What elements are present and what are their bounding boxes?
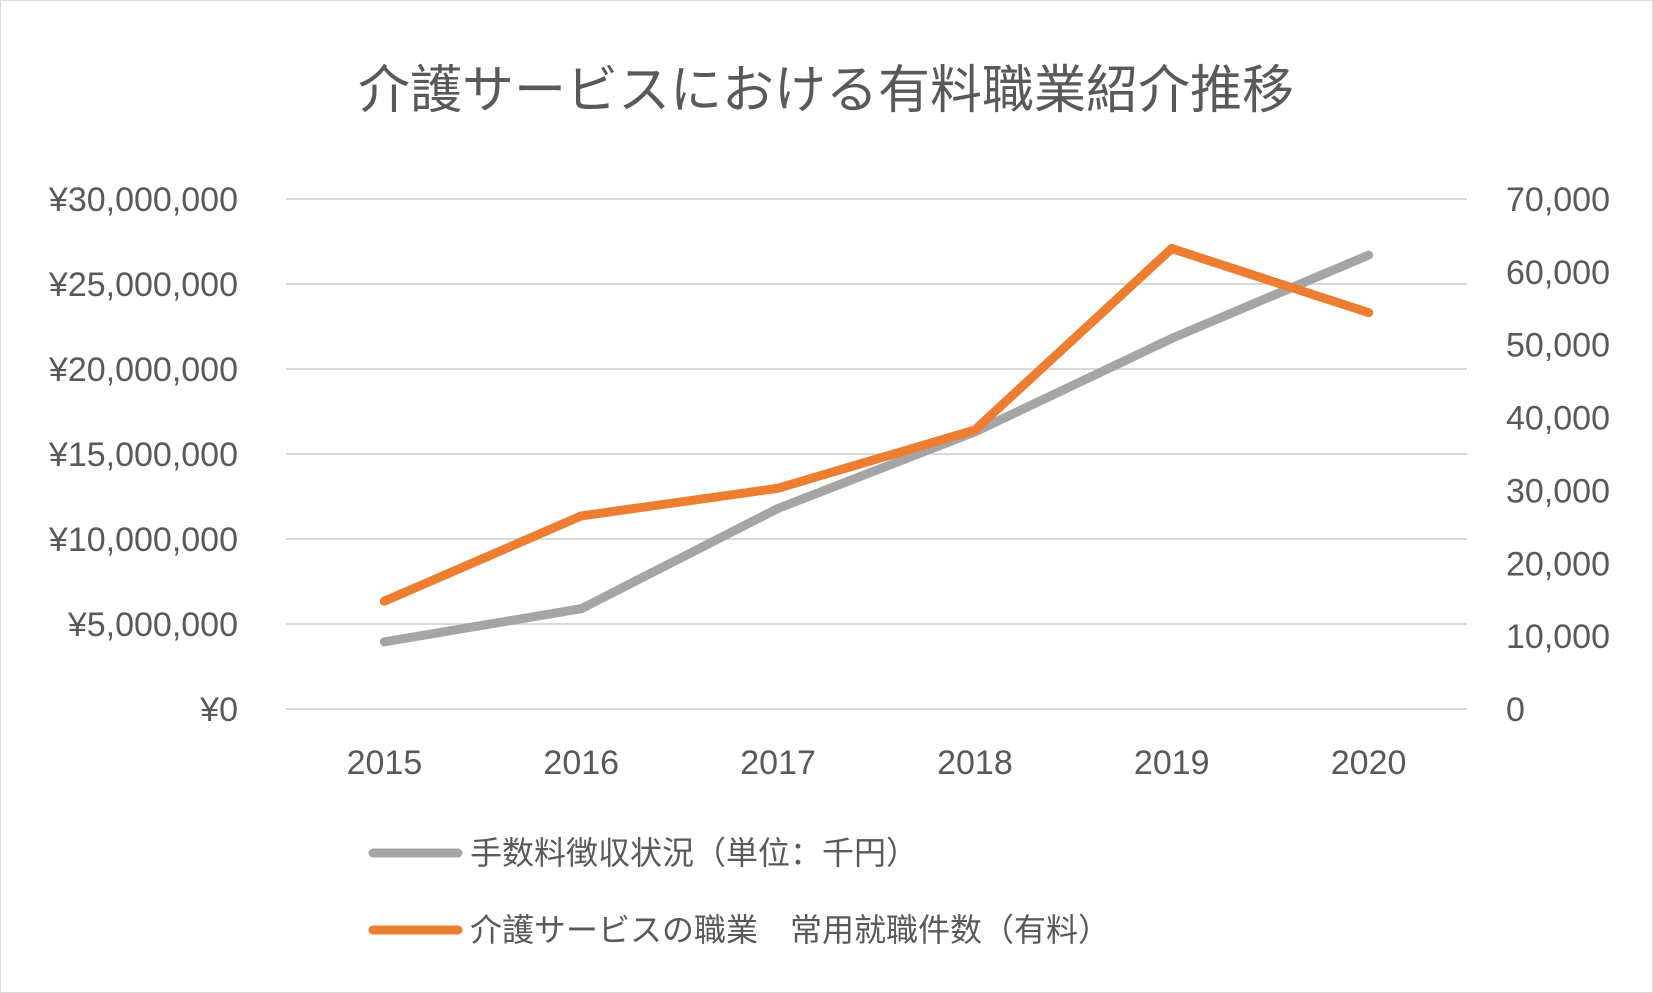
series-1-point <box>1167 244 1177 254</box>
right-tick-label: 60,000 <box>1506 254 1610 292</box>
x-tick-label: 2017 <box>740 744 816 782</box>
series-1-point <box>1364 308 1374 318</box>
left-tick-label: ¥25,000,000 <box>48 266 238 304</box>
left-tick-label: ¥0 <box>199 691 238 729</box>
left-axis-tick-labels: ¥0 ¥5,000,000 ¥10,000,000 ¥15,000,000 ¥20,00… <box>48 181 238 729</box>
right-tick-label: 20,000 <box>1506 545 1610 583</box>
right-tick-label: 30,000 <box>1506 472 1610 510</box>
left-tick-label: ¥10,000,000 <box>48 521 238 559</box>
series-lines <box>379 244 1374 647</box>
x-axis-tick-labels: 2015 2016 2017 2018 2019 2020 <box>347 744 1407 782</box>
x-tick-label: 2018 <box>937 744 1013 782</box>
legend-label-0: 手数料徴収状況（単位：千円） <box>470 834 918 872</box>
right-tick-label: 10,000 <box>1506 618 1610 656</box>
series-0-point <box>379 637 389 647</box>
x-tick-label: 2020 <box>1331 744 1407 782</box>
series-line-1 <box>379 244 1374 606</box>
x-tick-label: 2015 <box>347 744 423 782</box>
left-tick-label: ¥20,000,000 <box>48 351 238 389</box>
right-tick-label: 0 <box>1506 691 1525 729</box>
series-1-point <box>970 425 980 435</box>
series-0-point <box>576 604 586 614</box>
left-tick-label: ¥15,000,000 <box>48 436 238 474</box>
series-1-point <box>773 483 783 493</box>
right-axis-tick-labels: 0 10,000 20,000 30,000 40,000 50,000 60,000 70,… <box>1506 181 1610 729</box>
series-1-point <box>379 596 389 606</box>
series-1-point <box>576 511 586 521</box>
left-tick-label: ¥30,000,000 <box>48 181 238 219</box>
x-tick-label: 2016 <box>543 744 619 782</box>
right-tick-label: 70,000 <box>1506 181 1610 219</box>
chart-title: 介護サービスにおける有料職業紹介推移 <box>358 61 1294 121</box>
series-0-point <box>1364 250 1374 260</box>
series-0-point <box>1167 333 1177 343</box>
series-0-point <box>773 503 783 513</box>
legend-label-1: 介護サービスの職業 常用就職件数（有料） <box>470 911 1110 949</box>
series-line-0 <box>379 250 1374 647</box>
right-tick-label: 40,000 <box>1506 400 1610 438</box>
x-tick-label: 2019 <box>1134 744 1210 782</box>
right-tick-label: 50,000 <box>1506 327 1610 365</box>
left-tick-label: ¥5,000,000 <box>67 606 238 644</box>
legend: 手数料徴収状況（単位：千円） 介護サービスの職業 常用就職件数（有料） <box>368 834 1110 949</box>
